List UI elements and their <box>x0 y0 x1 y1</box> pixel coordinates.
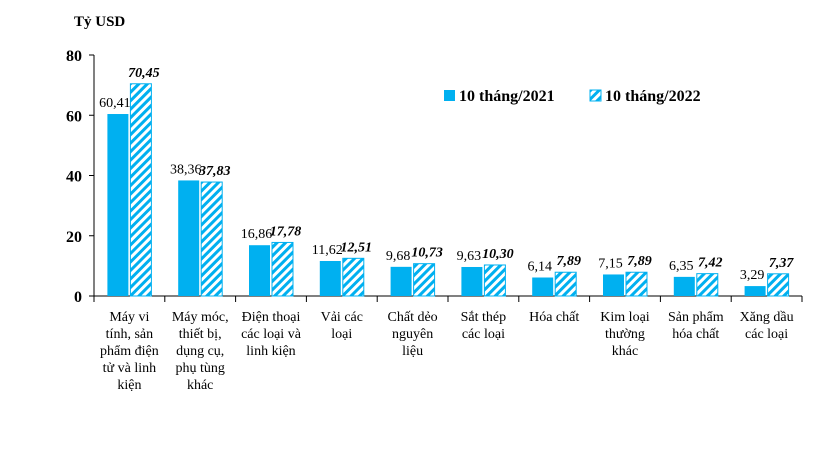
x-category-label-line: tử và linh <box>103 361 156 376</box>
bar-2021 <box>319 260 341 296</box>
x-category-label-line: thường <box>605 327 645 342</box>
legend-label-2022: 10 tháng/2022 <box>605 88 701 105</box>
y-tick-label: 60 <box>66 108 82 125</box>
y-tick-label: 20 <box>66 229 82 246</box>
x-category-label-line: Điện thoại <box>242 310 301 325</box>
data-label-2022: 7,89 <box>556 254 581 269</box>
x-category-label-line: liệu <box>402 344 423 359</box>
bar-2021 <box>249 245 270 296</box>
bar-2022 <box>342 257 365 297</box>
x-category-label: Kim loại thường khác <box>600 310 649 359</box>
data-label-2021: 11,62 <box>312 243 343 258</box>
y-tick-label: 80 <box>66 48 82 65</box>
x-category-label-line: Sắt thép <box>461 310 507 325</box>
bar-2021 <box>390 266 412 296</box>
x-category-label: Xăng dầu các loại <box>740 310 794 342</box>
x-category-label-line: Vải các <box>321 310 363 325</box>
x-category-label-line: các loại <box>745 327 788 342</box>
x-category-label-line: Máy móc, <box>172 310 229 325</box>
legend-label-2021: 10 tháng/2021 <box>459 88 555 105</box>
x-category-label-line: tính, sản <box>106 327 153 342</box>
x-category-label: Vải các loại <box>321 310 363 342</box>
x-category-label-line: Chất dẻo <box>388 310 438 325</box>
data-label-2021: 38,36 <box>170 162 202 177</box>
y-tick-label: 40 <box>66 169 82 186</box>
bar-2022 <box>767 273 790 297</box>
bar-2022 <box>483 264 506 297</box>
x-category-label-line: thiết bị, <box>179 327 222 342</box>
axes: 0 20 40 60 80 Máy vi tính, sản phẩm điện tử và l… <box>66 48 803 393</box>
bar-2022 <box>696 273 719 297</box>
data-label-2021: 6,14 <box>527 260 552 275</box>
x-category-label: Máy vi tính, sản phẩm điện tử và linh kiện <box>100 310 159 393</box>
x-category-label-line: loại <box>331 327 352 342</box>
x-category-label-line: các loại và <box>241 327 302 342</box>
data-label-2021: 3,29 <box>740 268 765 283</box>
bar-2021 <box>603 274 624 296</box>
data-label-2022: 70,45 <box>128 66 160 81</box>
bar-2021 <box>107 114 129 296</box>
bar-2021 <box>673 276 695 296</box>
data-label-2022: 7,37 <box>769 256 795 271</box>
x-category-label-line: Sản phẩm <box>668 310 724 325</box>
data-label-2022: 7,42 <box>698 256 723 271</box>
x-category-label: Hóa chất <box>529 310 579 325</box>
x-category-label-line: phụ tùng <box>176 361 225 376</box>
bar-2022 <box>554 271 577 297</box>
x-category-label-line: hóa chất <box>672 327 719 342</box>
data-label-2021: 16,86 <box>241 227 273 242</box>
legend-swatch-2021 <box>444 90 455 101</box>
bar-2021 <box>532 277 554 296</box>
data-label-2022: 10,30 <box>482 247 514 262</box>
legend-swatch-2022 <box>589 89 602 102</box>
data-label-2022: 12,51 <box>341 240 373 255</box>
x-category-label-line: nguyên <box>392 327 433 342</box>
x-category-label-line: khác <box>612 344 638 359</box>
data-label-2022: 17,78 <box>270 224 302 239</box>
data-label-2021: 9,68 <box>386 249 411 264</box>
data-label-2021: 60,41 <box>99 96 131 111</box>
bar-2021 <box>744 286 766 296</box>
x-category-label: Sắt thép các loại <box>461 310 507 342</box>
x-category-label-line: kiện <box>117 378 141 393</box>
data-label-2022: 37,83 <box>198 164 231 179</box>
x-category-label: Máy móc, thiết bị, dụng cụ, phụ tùng khác <box>172 310 229 393</box>
data-label-2021: 7,15 <box>598 256 623 271</box>
x-category-label-line: phẩm điện <box>100 344 159 359</box>
bar-2022 <box>271 241 294 297</box>
bar-2022 <box>413 263 436 297</box>
legend: 10 tháng/2021 10 tháng/2022 <box>444 88 701 105</box>
x-category-label: Chất dẻo nguyên liệu <box>388 310 438 359</box>
data-label-2021: 6,35 <box>669 259 694 274</box>
bar-2022 <box>200 181 223 297</box>
x-category-label-line: khác <box>187 378 213 393</box>
x-category-label-line: các loại <box>462 327 505 342</box>
data-label-2022: 10,73 <box>411 246 443 261</box>
x-category-label: Sản phẩm hóa chất <box>668 310 724 342</box>
x-category-label-line: dụng cụ, <box>176 344 224 359</box>
data-label-2021: 9,63 <box>457 249 482 264</box>
x-category-label-line: Hóa chất <box>529 310 579 325</box>
data-label-2022: 7,89 <box>627 254 652 269</box>
x-category-label-line: Kim loại <box>600 310 649 325</box>
x-category-label: Điện thoại các loại và linh kiện <box>241 310 302 359</box>
bar-2021 <box>178 180 200 296</box>
x-category-label-line: linh kiện <box>246 344 295 359</box>
x-category-label-line: Máy vi <box>109 310 149 325</box>
x-category-label-line: Xăng dầu <box>740 310 794 325</box>
bar-2021 <box>461 266 483 296</box>
bar-2022 <box>129 83 152 297</box>
bar-2022 <box>625 271 648 297</box>
y-tick-label: 0 <box>74 289 82 306</box>
y-axis-unit-label: Tỷ USD <box>74 14 125 30</box>
